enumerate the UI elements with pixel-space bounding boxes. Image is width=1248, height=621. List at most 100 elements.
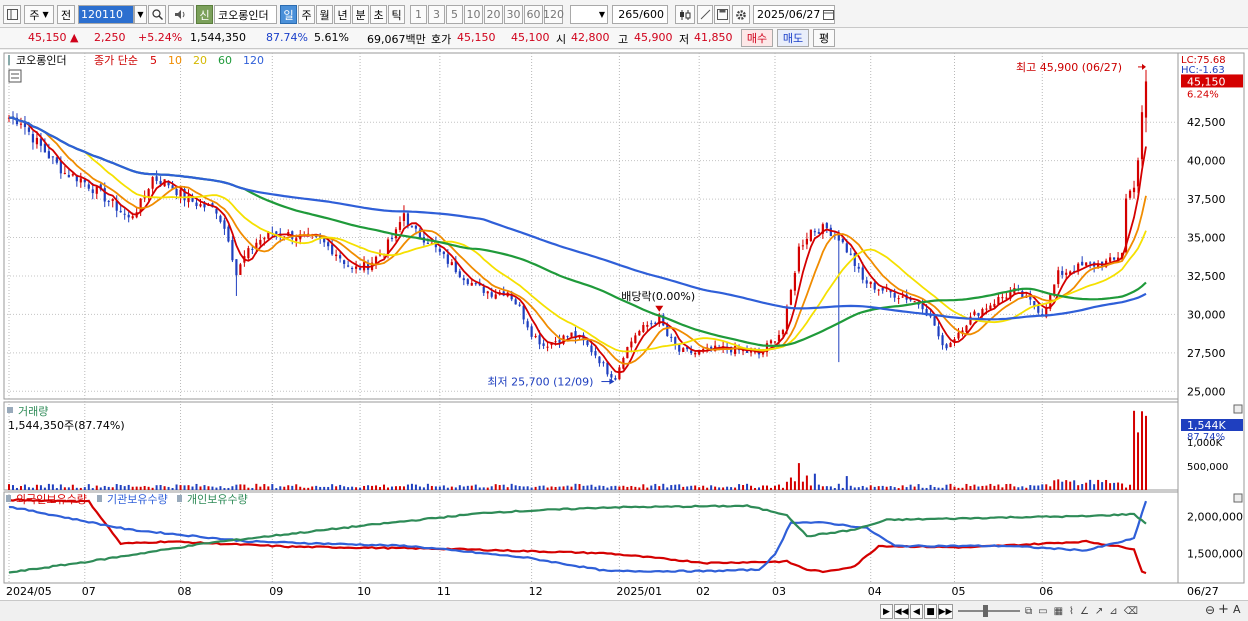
volume-bar [279,486,282,490]
candle-body [913,301,916,303]
holders-panel-close-icon[interactable] [1233,493,1243,503]
minute-tab-1[interactable]: 1 [410,5,427,24]
volume-bar [718,487,721,490]
candle-body [558,339,561,343]
minute-tab-120[interactable]: 120 [543,5,564,24]
eraser-icon[interactable]: ⌫ [1123,606,1138,617]
copy-icon[interactable]: ⧉ [1025,606,1033,617]
sell-button[interactable]: 매도 [777,29,809,47]
candle-body [949,342,952,348]
minute-tab-5[interactable]: 5 [446,5,463,24]
volume-bar [351,486,354,490]
volume-panel-close-icon[interactable] [1233,404,1243,414]
volume-bar [957,487,960,490]
minute-tab-3[interactable]: 3 [428,5,445,24]
sound-icon[interactable] [168,5,194,24]
scroll-left-button[interactable]: ◀ [910,604,923,619]
bar-count-field[interactable]: 265/600 [612,5,668,24]
dividend-marker [655,305,664,312]
zoom-slider-handle[interactable] [983,605,988,617]
interval-tab-1[interactable]: 주 [298,5,315,24]
stock-code-input[interactable]: 120110 [78,5,134,24]
minute-tab-20[interactable]: 20 [484,5,503,24]
zoom-slider-track[interactable] [958,610,1020,612]
interval-tab-2[interactable]: 월 [316,5,333,24]
candle-body [682,348,685,352]
volume-bar [694,485,697,490]
buy-button[interactable]: 매수 [741,29,773,47]
scroll-end-button[interactable]: ▶▶ [938,604,953,619]
volume-bar [103,485,106,490]
volume-bar [730,487,733,490]
interval-tab-4[interactable]: 분 [352,5,369,24]
ma-line-120 [8,116,1147,321]
volume-bar [993,485,996,490]
save-icon[interactable] [714,5,730,24]
date-field[interactable]: 2025/06/27 [753,5,835,24]
volume-bar [773,485,776,490]
zoom-out-icon[interactable]: ⊖ [1205,603,1216,617]
zoom-in-icon[interactable]: + [1218,602,1229,617]
magnet-icon[interactable]: ⌇ [1069,606,1074,617]
volume-bar [430,485,433,490]
candle-body [390,237,394,239]
scroll-right-button[interactable]: ▶ [880,604,893,619]
search-icon[interactable] [148,5,166,24]
angle-icon[interactable]: ∠ [1079,606,1089,617]
volume-bar [239,484,242,490]
layout-icon[interactable] [3,5,21,24]
minute-tab-60[interactable]: 60 [524,5,543,24]
scroll-start-button[interactable]: ◀◀ [894,604,909,619]
eval-button[interactable]: 평 [813,29,835,47]
prev-button[interactable]: 전 [57,5,75,24]
volume-bar [714,486,717,490]
volume-bar [315,485,318,490]
last-price-tag: 45,150 [1187,75,1226,88]
interval-tab-0[interactable]: 일 [280,5,297,24]
volume-bar [534,486,537,490]
arrow-icon[interactable]: ↗ [1094,606,1104,617]
volume-bar [550,486,553,490]
minute-tab-30[interactable]: 30 [504,5,523,24]
holders-legend: 외국인보유수량 기관보유수량 개인보유수량 [6,493,248,506]
candle-body [175,188,178,196]
volume-panel-icon [7,407,13,413]
gear-icon[interactable] [732,5,750,24]
stop-button[interactable]: ■ [924,604,937,619]
ruler-icon[interactable]: ⊿ [1109,606,1118,617]
candle-body [646,324,649,327]
candle-body [977,312,980,316]
interval-tab-3[interactable]: 년 [334,5,351,24]
volume-bar [390,486,393,490]
table-toggle-icon[interactable] [8,69,22,83]
minute-tab-10[interactable]: 10 [464,5,483,24]
candle-type-icon[interactable] [675,5,695,24]
code-dropdown-icon[interactable]: ▼ [134,5,147,24]
price-tick: 35,000 [1187,232,1226,245]
candle-body [809,229,812,241]
volume-bar [1101,482,1104,490]
draw-tool-icon[interactable] [697,5,713,24]
interval-tab-6[interactable]: 틱 [388,5,405,24]
candle-body [534,335,537,338]
volume-bar [889,486,892,490]
candle-body [969,316,972,325]
volume-bar [582,485,585,490]
custom-interval-select[interactable]: ▼ [570,5,608,24]
volume-bar [207,486,210,490]
volume-bar [925,487,928,490]
candle-icon [680,9,691,20]
candle-body [654,322,657,324]
candle-body [630,341,633,348]
candle-body [339,255,342,259]
grid-icon[interactable]: ▦ [1053,606,1064,617]
interval-tab-5[interactable]: 초 [370,5,387,24]
period-select[interactable]: 주 ▼ [24,5,54,24]
candle-body [765,343,769,353]
ma-legend-20: 20 [193,54,207,67]
volume-bar [857,487,860,490]
volume-bar [1033,485,1036,490]
holder-legend-swatch [97,495,102,502]
frame-icon[interactable]: ▭ [1038,606,1048,617]
font-size-icon[interactable]: A [1233,603,1241,616]
